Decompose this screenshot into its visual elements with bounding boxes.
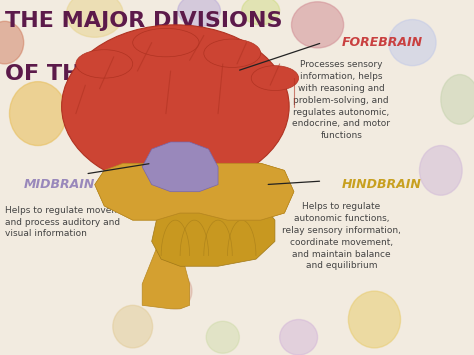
- Ellipse shape: [133, 28, 199, 57]
- Polygon shape: [95, 163, 294, 220]
- Text: Helps to regulate movement
and process auditory and
visual information: Helps to regulate movement and process a…: [5, 206, 135, 239]
- Text: MIDBRAIN: MIDBRAIN: [24, 178, 95, 191]
- Ellipse shape: [62, 25, 289, 188]
- Ellipse shape: [206, 321, 239, 353]
- Polygon shape: [152, 195, 275, 266]
- Ellipse shape: [113, 305, 153, 348]
- Ellipse shape: [9, 82, 66, 146]
- Ellipse shape: [242, 0, 280, 25]
- Text: Helps to regulate
autonomic functions,
relay sensory information,
coordinate mov: Helps to regulate autonomic functions, r…: [282, 202, 401, 271]
- Ellipse shape: [204, 39, 261, 67]
- Ellipse shape: [0, 21, 24, 64]
- Ellipse shape: [251, 66, 299, 91]
- Polygon shape: [95, 163, 294, 220]
- Ellipse shape: [76, 50, 133, 78]
- Ellipse shape: [178, 0, 220, 27]
- Polygon shape: [142, 142, 218, 192]
- Ellipse shape: [348, 291, 401, 348]
- Text: FOREBRAIN: FOREBRAIN: [341, 36, 422, 49]
- Ellipse shape: [66, 0, 123, 37]
- Ellipse shape: [280, 320, 318, 355]
- Text: HINDBRAIN: HINDBRAIN: [341, 178, 421, 191]
- Ellipse shape: [292, 2, 344, 48]
- Text: THE MAJOR DIVISIONS: THE MAJOR DIVISIONS: [5, 11, 282, 31]
- Ellipse shape: [159, 273, 192, 309]
- Polygon shape: [142, 248, 190, 309]
- Ellipse shape: [389, 20, 436, 66]
- Polygon shape: [142, 142, 218, 192]
- Text: Processes sensory
information, helps
with reasoning and
problem-solving, and
reg: Processes sensory information, helps wit…: [292, 60, 390, 140]
- Ellipse shape: [441, 75, 474, 124]
- Text: OF THE BRAIN: OF THE BRAIN: [5, 64, 181, 84]
- Ellipse shape: [419, 146, 462, 195]
